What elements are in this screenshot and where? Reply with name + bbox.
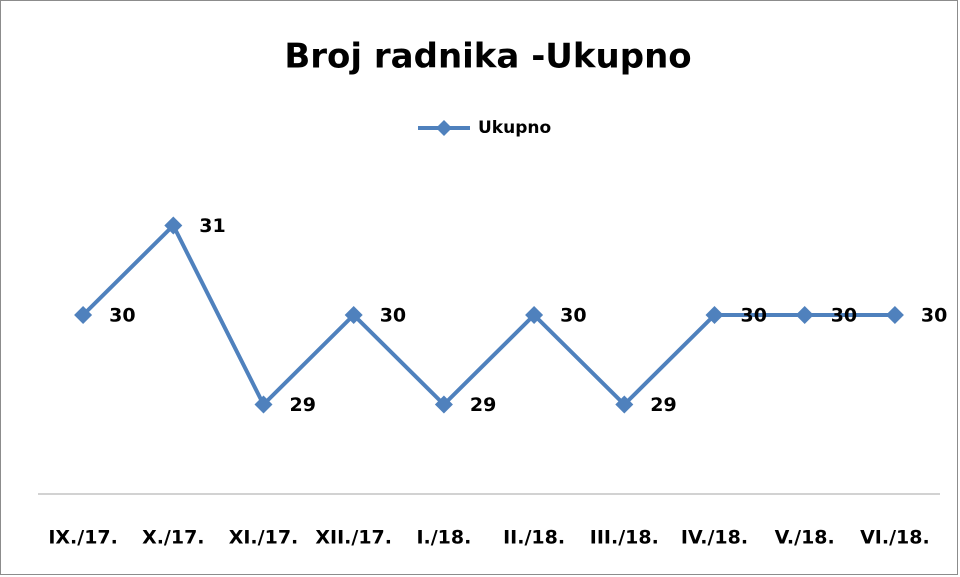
x-tick-label: IV./18. — [681, 527, 748, 549]
x-tick-label: XI./17. — [229, 527, 299, 549]
point-marker — [525, 306, 544, 324]
legend-marker — [436, 120, 452, 136]
data-label: 30 — [741, 305, 767, 327]
x-tick-label: III./18. — [590, 527, 659, 549]
data-label: 29 — [650, 394, 676, 416]
point-marker — [615, 395, 634, 414]
data-label: 31 — [199, 215, 225, 237]
data-label: 29 — [470, 394, 496, 416]
series-line — [81, 223, 895, 407]
point-marker — [74, 306, 93, 324]
data-label: 29 — [290, 394, 316, 416]
point-marker — [885, 306, 904, 324]
point-marker — [344, 306, 363, 324]
point-marker — [434, 395, 453, 414]
x-tick-label: XII./17. — [315, 527, 392, 549]
x-tick-label: II./18. — [503, 527, 565, 549]
chart-title: Broj radnika -Ukupno — [284, 37, 691, 77]
data-label: 30 — [921, 305, 947, 327]
x-tick-label: V./18. — [775, 527, 835, 549]
data-label: 30 — [831, 305, 857, 327]
data-label: 30 — [109, 305, 135, 327]
point-marker — [705, 306, 724, 324]
point-marker — [254, 395, 273, 414]
x-tick-label: VI./18. — [860, 527, 930, 549]
x-tick-label: X./17. — [142, 527, 204, 549]
x-tick-label: IX./17. — [48, 527, 118, 549]
x-tick-label: I./18. — [416, 527, 471, 549]
point-marker — [795, 306, 814, 324]
data-label: 30 — [380, 305, 406, 327]
legend-label: Ukupno — [478, 118, 551, 138]
point-marker — [164, 216, 183, 235]
data-label: 30 — [560, 305, 586, 327]
